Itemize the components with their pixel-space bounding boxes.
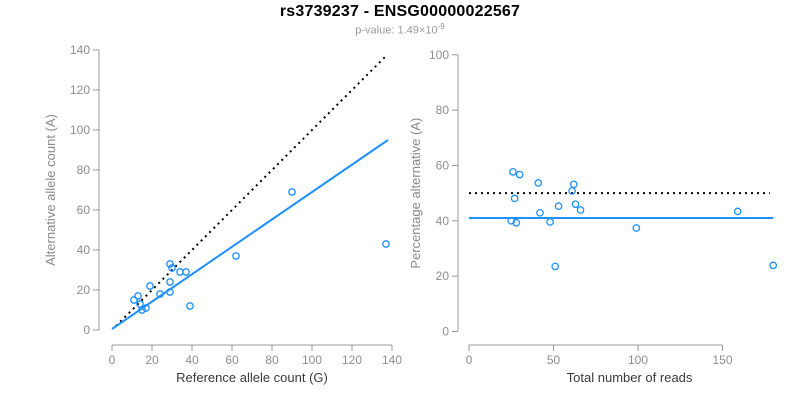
left-x-tick-label: 140	[382, 353, 402, 367]
right-data-point	[733, 207, 742, 216]
pvalue-label: p-value:	[355, 24, 395, 37]
right-y-tick-label: 0	[442, 325, 449, 339]
left-x-tick-label: 40	[185, 353, 199, 367]
right-data-point	[509, 167, 517, 176]
right-y-tick-label: 40	[436, 214, 450, 228]
right-data-point	[507, 216, 516, 225]
right-data-point	[632, 224, 641, 232]
plot-title: rs3739237 - ENSG00000022567	[279, 3, 521, 20]
pvalue-coefficient: 1.49	[397, 24, 419, 37]
left-data-point	[166, 288, 174, 296]
right-x-tick-label: 150	[712, 353, 732, 367]
right-x-tick-label: 0	[466, 353, 473, 367]
right-x-axis-title: Total number of reads	[567, 370, 693, 385]
left-data-point	[186, 302, 194, 310]
scatter-plots-canvas: 0 20 40 60 80 100 120 140 0 20 40 60 80 100 120 140 Refe…	[43, 43, 778, 385]
right-data-point	[576, 206, 585, 214]
right-y-tick-label: 60	[436, 158, 450, 172]
left-data-point	[130, 296, 138, 304]
left-data-point	[166, 260, 174, 268]
right-data-point	[551, 262, 560, 271]
pvalue-subtitle: p-value: 1.49×10-9	[0, 22, 800, 37]
left-data-point	[182, 268, 190, 276]
left-y-tick-label: 0	[83, 323, 90, 337]
right-data-point	[769, 261, 778, 270]
right-y-tick-label: 20	[436, 269, 450, 283]
right-data-point	[571, 200, 580, 209]
left-data-point	[288, 188, 296, 196]
left-y-tick-label: 20	[77, 283, 91, 297]
left-x-tick-label: 20	[145, 353, 159, 367]
right-data-point	[569, 180, 578, 189]
right-data-point	[546, 218, 554, 226]
left-y-tick-label: 100	[70, 123, 90, 137]
left-data-point	[166, 278, 174, 286]
left-x-tick-label: 60	[225, 353, 239, 367]
right-data-point	[534, 179, 543, 187]
pvalue-times: ×10	[418, 24, 438, 37]
left-y-tick-label: 60	[77, 203, 91, 217]
left-x-tick-label: 100	[302, 353, 322, 367]
left-x-tick-label: 80	[265, 353, 279, 367]
left-identity-line	[115, 54, 388, 327]
plot-header: rs3739237 - ENSG00000022567 p-value: 1.4…	[0, 0, 800, 37]
right-y-tick-label: 100	[429, 48, 449, 62]
right-y-tick-label: 80	[436, 103, 450, 117]
right-x-tick-label: 100	[628, 353, 648, 367]
left-data-point	[142, 304, 150, 312]
left-data-point	[138, 306, 146, 314]
left-x-tick-label: 0	[109, 353, 116, 367]
pvalue-exponent: -9	[437, 22, 445, 31]
left-regression-line	[111, 139, 389, 330]
left-x-axis-title: Reference allele count (G)	[176, 370, 328, 385]
right-data-point	[515, 170, 524, 179]
left-y-tick-label: 140	[70, 43, 90, 57]
left-y-tick-label: 80	[77, 163, 91, 177]
right-data-point	[536, 208, 544, 217]
left-y-tick-label: 120	[70, 83, 90, 97]
left-data-point	[168, 264, 176, 272]
right-data-point	[510, 194, 519, 203]
left-data-point	[232, 252, 240, 260]
left-y-tick-label: 40	[77, 243, 91, 257]
right-data-point	[554, 202, 563, 211]
right-x-tick-label: 50	[547, 353, 561, 367]
left-data-point	[146, 282, 154, 290]
left-y-axis-title: Alternative allele count (A)	[43, 114, 58, 266]
left-data-point	[156, 290, 164, 298]
left-data-point	[134, 292, 142, 300]
right-y-axis-title: Percentage alternative (A)	[408, 118, 423, 269]
left-x-tick-label: 120	[342, 353, 362, 367]
left-data-point	[382, 240, 390, 248]
right-data-point	[512, 218, 521, 227]
